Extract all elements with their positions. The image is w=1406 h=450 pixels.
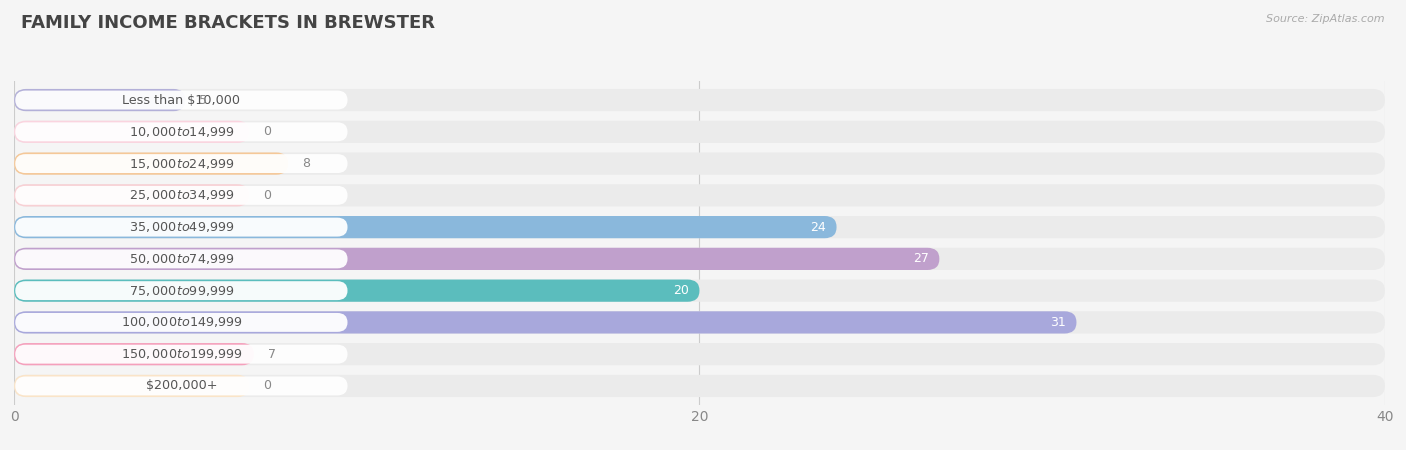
FancyBboxPatch shape — [15, 281, 347, 300]
FancyBboxPatch shape — [14, 121, 249, 143]
Text: $50,000 to $74,999: $50,000 to $74,999 — [128, 252, 235, 266]
Text: 7: 7 — [267, 348, 276, 361]
FancyBboxPatch shape — [14, 89, 1385, 111]
FancyBboxPatch shape — [15, 186, 347, 205]
Text: $25,000 to $34,999: $25,000 to $34,999 — [128, 189, 235, 202]
Text: 8: 8 — [302, 157, 309, 170]
FancyBboxPatch shape — [15, 154, 347, 173]
Text: 31: 31 — [1050, 316, 1066, 329]
Text: 20: 20 — [673, 284, 689, 297]
Text: 27: 27 — [914, 252, 929, 266]
FancyBboxPatch shape — [14, 216, 1385, 238]
FancyBboxPatch shape — [15, 90, 347, 109]
Text: 0: 0 — [263, 125, 271, 138]
FancyBboxPatch shape — [15, 377, 347, 396]
FancyBboxPatch shape — [14, 375, 249, 397]
FancyBboxPatch shape — [14, 343, 1385, 365]
Text: $150,000 to $199,999: $150,000 to $199,999 — [121, 347, 242, 361]
FancyBboxPatch shape — [14, 279, 700, 302]
Text: 24: 24 — [810, 220, 827, 234]
Text: Source: ZipAtlas.com: Source: ZipAtlas.com — [1267, 14, 1385, 23]
FancyBboxPatch shape — [14, 121, 1385, 143]
Text: FAMILY INCOME BRACKETS IN BREWSTER: FAMILY INCOME BRACKETS IN BREWSTER — [21, 14, 434, 32]
FancyBboxPatch shape — [15, 249, 347, 268]
Text: Less than $10,000: Less than $10,000 — [122, 94, 240, 107]
FancyBboxPatch shape — [14, 184, 1385, 207]
Text: $10,000 to $14,999: $10,000 to $14,999 — [128, 125, 235, 139]
FancyBboxPatch shape — [15, 218, 347, 237]
FancyBboxPatch shape — [14, 216, 837, 238]
Text: 0: 0 — [263, 379, 271, 392]
FancyBboxPatch shape — [15, 122, 347, 141]
FancyBboxPatch shape — [14, 153, 1385, 175]
FancyBboxPatch shape — [14, 311, 1077, 333]
FancyBboxPatch shape — [14, 153, 288, 175]
Text: 0: 0 — [263, 189, 271, 202]
Text: $200,000+: $200,000+ — [146, 379, 217, 392]
Text: $35,000 to $49,999: $35,000 to $49,999 — [128, 220, 235, 234]
FancyBboxPatch shape — [14, 375, 1385, 397]
FancyBboxPatch shape — [14, 311, 1385, 333]
FancyBboxPatch shape — [15, 313, 347, 332]
Text: $15,000 to $24,999: $15,000 to $24,999 — [128, 157, 235, 171]
FancyBboxPatch shape — [14, 343, 254, 365]
Text: $100,000 to $149,999: $100,000 to $149,999 — [121, 315, 242, 329]
FancyBboxPatch shape — [14, 184, 249, 207]
Text: $75,000 to $99,999: $75,000 to $99,999 — [128, 284, 235, 297]
Text: 5: 5 — [200, 94, 207, 107]
FancyBboxPatch shape — [14, 248, 1385, 270]
FancyBboxPatch shape — [15, 345, 347, 364]
FancyBboxPatch shape — [14, 89, 186, 111]
FancyBboxPatch shape — [14, 248, 939, 270]
FancyBboxPatch shape — [14, 279, 1385, 302]
